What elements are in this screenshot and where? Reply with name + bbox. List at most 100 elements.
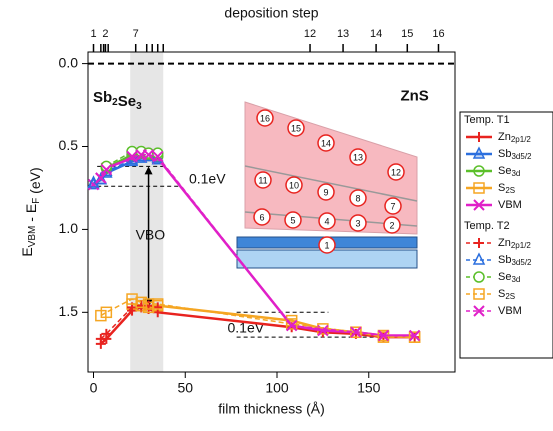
legend-name: S — [498, 182, 505, 194]
legend-marker — [473, 165, 485, 177]
shaded-region — [130, 52, 164, 372]
top-tick-label: 16 — [432, 28, 444, 40]
marker — [101, 328, 112, 339]
legend-name: VBM — [498, 305, 522, 317]
legend-marker — [473, 182, 485, 194]
x-tick-label: 50 — [177, 380, 193, 396]
legend-marker — [474, 132, 484, 142]
y-axis-title-part: (eV) — [27, 167, 43, 197]
y-axis-title-part: F — [31, 198, 42, 204]
inset-label: 9 — [323, 187, 328, 197]
legend-label: Sb3d5/2 — [498, 254, 532, 267]
legend-name: Sb — [498, 148, 511, 160]
material-label-part: Se — [118, 93, 136, 110]
x-tick-label: 0 — [90, 380, 98, 396]
inset-circle — [256, 109, 274, 127]
arrow-head — [144, 166, 153, 175]
y-tick-label: 1.0 — [59, 220, 79, 236]
inset-label: 4 — [324, 216, 329, 226]
legend-label: Se3d — [498, 165, 520, 178]
legend-name: Se — [498, 165, 511, 177]
inset-label: 8 — [355, 193, 360, 203]
inset-circle — [317, 134, 335, 152]
inset-label: 2 — [389, 220, 394, 230]
inset-circle — [285, 176, 303, 194]
legend-label: Zn2p1/2 — [498, 237, 531, 250]
inset-label: 13 — [353, 152, 363, 162]
marker — [285, 319, 298, 332]
y-axis-title: EVBM - EF (eV) — [19, 167, 43, 256]
legend-group-title: Temp. T2 — [464, 220, 510, 232]
annotation: VBO — [136, 227, 166, 243]
annotation: ZnS — [400, 88, 428, 105]
marker — [135, 296, 147, 309]
inset-film — [244, 101, 418, 235]
marker — [377, 329, 390, 342]
marker — [100, 306, 113, 319]
legend-name: Zn — [498, 237, 511, 249]
legend-label: S2S — [498, 288, 515, 301]
legend-group-title: Temp. T1 — [464, 114, 510, 126]
legend-label: VBM — [498, 199, 522, 211]
top-tick-label: 2 — [102, 28, 108, 40]
legend-sub: 2p1/2 — [511, 241, 532, 250]
top-tick-label: 7 — [133, 28, 139, 40]
marker — [95, 333, 106, 344]
top-tick-label: 14 — [370, 28, 382, 40]
inset-circle — [349, 189, 367, 207]
marker — [408, 329, 421, 342]
annotation: 0.1eV — [189, 170, 226, 186]
legend-sub: 3d — [511, 275, 520, 284]
marker — [126, 293, 138, 305]
series-line — [93, 155, 158, 184]
marker — [151, 147, 164, 159]
marker — [142, 149, 155, 161]
marker — [350, 326, 362, 338]
y-tick-label: 0.5 — [59, 137, 79, 153]
inset-label: 12 — [391, 167, 401, 177]
inset-label: 3 — [355, 218, 360, 228]
x-axis-title: film thickness (Å) — [218, 401, 325, 417]
inset-circle — [284, 211, 302, 229]
material-label: Sb2Se3 — [93, 89, 142, 112]
plot-frame — [87, 51, 456, 373]
inset-circle — [383, 216, 401, 234]
top-axis-title: deposition step — [224, 5, 318, 21]
inset-label: 15 — [291, 123, 301, 133]
inset-label: 6 — [259, 212, 264, 222]
inset-circle — [387, 163, 405, 181]
y-axis-title-part: VBM — [27, 226, 38, 248]
legend-label: S2S — [498, 182, 515, 195]
legend-sub: 3d5/2 — [511, 258, 532, 267]
legend-marker — [473, 199, 485, 211]
marker — [100, 164, 113, 176]
top-tick-label: 13 — [337, 28, 349, 40]
legend-sub: 2p1/2 — [511, 135, 532, 144]
legend-label: VBM — [498, 305, 522, 317]
inset-label: 11 — [258, 175, 267, 185]
inset-circle — [318, 212, 336, 230]
inset-label: 10 — [289, 180, 299, 190]
inset-circle — [287, 119, 305, 137]
material-label-part: Sb — [93, 89, 112, 106]
legend-label: Se3d — [498, 271, 520, 284]
x-tick-label: 100 — [265, 380, 289, 396]
legend-marker — [473, 288, 485, 300]
legend-marker — [474, 238, 484, 248]
marker — [152, 150, 164, 163]
legend-name: Zn — [498, 131, 511, 143]
marker — [95, 172, 107, 184]
material-label-part: 2 — [112, 97, 118, 108]
inset-circle — [254, 171, 272, 189]
material-label-part: 3 — [136, 101, 142, 112]
legend-sub: 3d5/2 — [511, 152, 532, 161]
marker — [408, 331, 421, 343]
inset-circle — [349, 148, 367, 166]
inset-label: 16 — [260, 113, 270, 123]
legend-sub: 2S — [505, 186, 515, 195]
top-tick-label: 15 — [401, 28, 413, 40]
inset-circle — [317, 183, 335, 201]
legend-marker — [472, 146, 486, 159]
legend-sub: 3d — [511, 169, 520, 178]
